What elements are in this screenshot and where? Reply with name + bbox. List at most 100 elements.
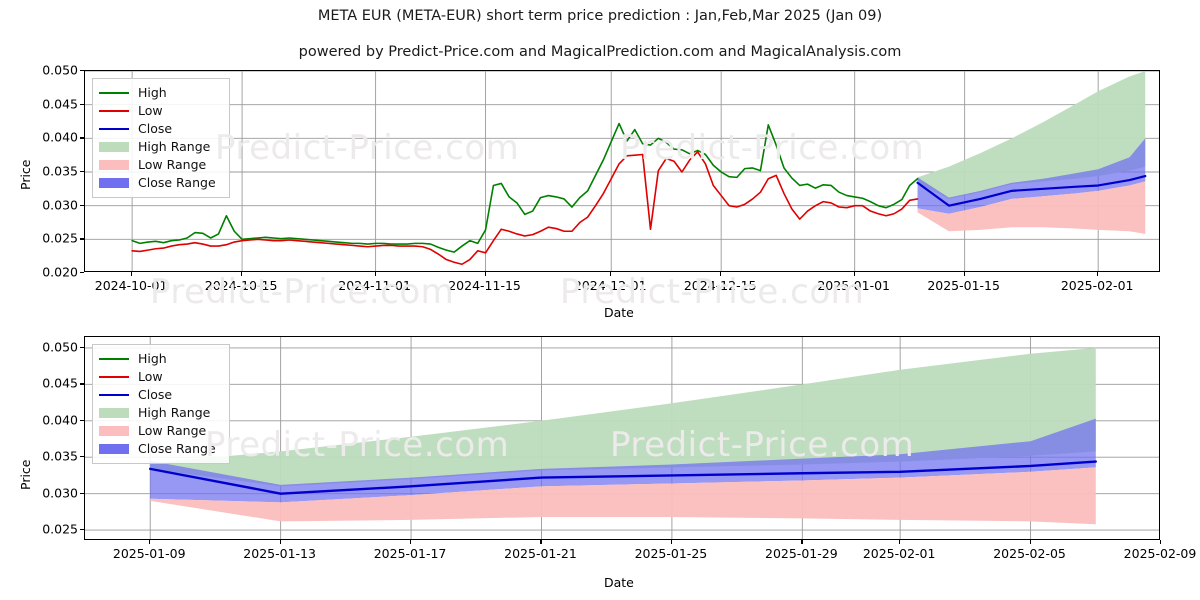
y-axis-tick-label: 0.035 <box>42 448 78 464</box>
series-line-low <box>131 151 919 266</box>
legend-label: Low Range <box>138 423 207 438</box>
page-title: META EUR (META-EUR) short term price pre… <box>317 8 883 24</box>
x-axis-tick-mark <box>720 272 722 276</box>
legend-patch-icon-close-range <box>99 177 129 189</box>
series-line-close <box>149 460 1097 495</box>
x-axis-tick-mark <box>1097 272 1099 276</box>
y-axis-tick-mark <box>80 272 84 274</box>
bottom-chart-panel: Price Date High Low Close High Range Low Ran… <box>0 320 1200 600</box>
bottom-chart-plot-area <box>84 336 1160 540</box>
x-axis-tick-label: 2025-01-29 <box>765 546 838 561</box>
top-chart-plot-area <box>84 70 1160 272</box>
page-subtitle: powered by Predict-Price.com and Magical… <box>298 44 902 60</box>
legend-label: Low <box>138 103 163 118</box>
legend-item-high-range: High Range <box>99 404 222 422</box>
bottom-chart-x-axis-label: Date <box>604 575 634 590</box>
top-chart-legend: High Low Close High Range Low Range Close Ran… <box>92 78 230 198</box>
y-axis-tick-label: 0.035 <box>42 163 78 179</box>
legend-label: Close <box>138 387 173 402</box>
legend-line-icon-high <box>99 353 129 365</box>
x-axis-tick-label: 2024-12-15 <box>683 278 757 293</box>
band-high-range <box>150 347 1096 487</box>
legend-patch-icon-high-range <box>99 141 129 153</box>
y-axis-tick-label: 0.050 <box>42 339 78 355</box>
legend-item-close: Close <box>99 120 222 138</box>
y-axis-tick-mark <box>80 529 84 531</box>
legend-line-icon-close <box>99 389 129 401</box>
y-axis-tick-mark <box>80 456 84 458</box>
x-axis-tick-label: 2024-10-01 <box>94 278 168 293</box>
y-axis-tick-label: 0.025 <box>42 230 78 246</box>
series-line-close <box>916 174 1147 207</box>
legend-label: High <box>138 351 167 366</box>
y-axis-tick-mark <box>80 171 84 173</box>
x-axis-tick-label: 2025-01-15 <box>927 278 1000 293</box>
y-axis-tick-mark <box>80 419 84 421</box>
legend-item-low: Low <box>99 368 222 386</box>
y-axis-tick-mark <box>80 103 84 105</box>
x-axis-tick-mark <box>410 540 412 544</box>
x-axis-tick-label: 2025-02-09 <box>1123 546 1197 561</box>
legend-patch-icon-low-range <box>99 425 129 437</box>
band-low-range <box>150 467 1096 525</box>
legend-patch-icon-close-range <box>99 443 129 455</box>
x-axis-tick-mark <box>1029 540 1031 544</box>
band-close-range <box>150 418 1096 503</box>
y-axis-tick-label: 0.030 <box>42 197 78 213</box>
legend-item-high: High <box>99 350 222 368</box>
legend-label: Low Range <box>138 157 207 172</box>
x-axis-tick-label: 2025-02-05 <box>993 546 1066 561</box>
legend-item-close-range: Close Range <box>99 174 222 192</box>
bottom-chart-legend: High Low Close High Range Low Range Close Ran… <box>92 344 230 464</box>
band-close-range <box>917 138 1146 214</box>
x-axis-tick-label: 2024-11-01 <box>338 278 411 293</box>
legend-item-close-range: Close Range <box>99 440 222 458</box>
x-axis-tick-mark <box>279 540 281 544</box>
x-axis-tick-label: 2025-01-01 <box>817 278 891 293</box>
top-chart-panel: Price Date High Low Close High Range Low Ran… <box>18 62 1160 320</box>
x-axis-tick-mark <box>374 272 376 276</box>
y-axis-tick-label: 0.040 <box>42 129 78 145</box>
legend-item-low: Low <box>99 102 222 120</box>
x-axis-tick-mark <box>610 272 612 276</box>
legend-label: High Range <box>138 139 211 154</box>
bottom-chart-canvas <box>85 337 1159 539</box>
legend-line-icon-low <box>99 371 129 383</box>
legend-line-icon-close <box>99 123 129 135</box>
y-axis-tick-label: 0.045 <box>42 375 78 391</box>
x-axis-tick-mark <box>963 272 965 276</box>
x-axis-tick-label: 2025-02-01 <box>862 546 936 561</box>
x-axis-tick-mark <box>853 272 855 276</box>
y-axis-tick-label: 0.050 <box>42 62 78 78</box>
y-axis-tick-label: 0.030 <box>42 485 78 501</box>
y-axis-tick-mark <box>80 492 84 494</box>
x-axis-tick-mark <box>670 540 673 544</box>
y-axis-tick-mark <box>80 137 84 139</box>
legend-label: Close Range <box>138 441 216 456</box>
legend-item-low-range: Low Range <box>99 422 222 440</box>
legend-label: Close Range <box>138 175 216 190</box>
legend-item-close: Close <box>99 386 222 404</box>
legend-label: High <box>138 85 167 100</box>
x-axis-tick-mark <box>801 540 803 544</box>
x-axis-tick-label: 2025-02-01 <box>1060 278 1134 293</box>
x-axis-tick-mark <box>899 540 901 544</box>
legend-line-icon-low <box>99 105 129 117</box>
y-axis-tick-mark <box>80 346 84 349</box>
y-axis-tick-label: 0.025 <box>42 521 78 537</box>
band-low-range <box>917 181 1146 234</box>
x-axis-tick-label: 2025-01-13 <box>243 546 316 561</box>
y-axis-tick-mark <box>80 383 84 385</box>
x-axis-tick-label: 2024-12-01 <box>573 278 647 293</box>
band-high-range <box>917 71 1146 199</box>
legend-patch-icon-high-range <box>99 407 129 419</box>
x-axis-tick-label: 2024-11-15 <box>448 278 521 293</box>
y-axis-tick-mark <box>80 70 84 72</box>
x-axis-tick-label: 2025-01-21 <box>504 546 577 561</box>
legend-line-icon-high <box>99 87 129 99</box>
x-axis-tick-label: 2025-01-25 <box>634 546 708 561</box>
top-chart-canvas <box>85 71 1159 271</box>
x-axis-tick-label: 2025-01-09 <box>112 546 186 561</box>
legend-label: High Range <box>138 405 211 420</box>
